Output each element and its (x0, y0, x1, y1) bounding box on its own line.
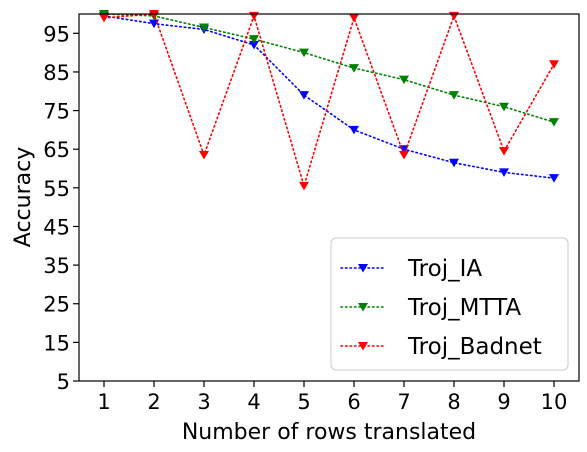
x-tick-label: 8 (447, 390, 460, 414)
legend: Troj_IA Troj_MTTA Troj_Badnet (330, 237, 569, 371)
data-point (299, 91, 309, 100)
y-tick-label: 45 (43, 215, 70, 239)
data-point (249, 40, 259, 50)
legend-marker (358, 303, 368, 312)
x-axis-title: Number of rows translated (182, 420, 476, 445)
series-troj-ia (99, 11, 559, 183)
data-point (499, 147, 509, 156)
data-point (399, 151, 409, 160)
series-line (103, 13, 555, 123)
y-tick-label: 65 (43, 138, 70, 162)
series-layer (99, 10, 559, 191)
data-point (499, 102, 509, 112)
legend-marker (358, 342, 368, 351)
y-tick-label: 85 (43, 61, 70, 85)
y-tick-label: 15 (43, 331, 70, 355)
x-tick-label: 7 (397, 390, 410, 414)
data-point (249, 11, 259, 21)
y-axis-title: Accuracy (11, 147, 36, 247)
legend-label: Troj_Badnet (407, 334, 542, 360)
legend-marker (358, 264, 368, 273)
x-tick-label: 10 (541, 390, 568, 414)
plot-frame (78, 13, 580, 382)
data-point (549, 174, 559, 183)
legend-entry: Troj_MTTA (340, 295, 521, 321)
series-line (103, 13, 555, 189)
series-troj-badnet (99, 10, 559, 191)
data-point (349, 64, 359, 73)
data-point (449, 91, 459, 100)
legend-box (330, 237, 569, 371)
x-tick-label: 1 (97, 390, 110, 414)
data-point (549, 60, 559, 69)
data-point (199, 23, 209, 33)
y-tick-label: 25 (43, 293, 70, 317)
x-tick-label: 3 (197, 390, 210, 414)
data-point (349, 13, 359, 23)
y-tick-label: 55 (43, 177, 70, 201)
data-point (449, 158, 459, 168)
legend-entry: Troj_Badnet (340, 334, 542, 360)
data-point (299, 181, 309, 191)
series-line (103, 15, 555, 179)
legend-entry: Troj_IA (340, 256, 482, 282)
legend-label: Troj_IA (407, 256, 482, 282)
data-point (399, 75, 409, 85)
y-tick-label: 75 (43, 100, 70, 124)
legend-label: Troj_MTTA (407, 295, 521, 321)
x-tick-label: 2 (147, 390, 160, 414)
data-point (449, 11, 459, 21)
y-tick-label: 5 (57, 370, 70, 394)
data-point (249, 35, 259, 44)
series-troj-mtta (99, 10, 559, 127)
data-point (549, 118, 559, 127)
x-tick-label: 6 (347, 390, 360, 414)
y-axis: 5 15 25 35 45 55 65 75 85 95 (43, 22, 79, 394)
y-tick-label: 95 (43, 22, 70, 46)
x-axis: 1 2 3 4 5 6 7 8 9 10 (97, 381, 567, 414)
x-tick-label: 9 (497, 390, 510, 414)
data-point (99, 13, 109, 23)
data-point (299, 48, 309, 58)
y-tick-label: 35 (43, 254, 70, 278)
data-point (499, 168, 509, 177)
x-tick-label: 5 (297, 390, 310, 414)
data-point (349, 125, 359, 135)
data-point (199, 151, 209, 160)
x-tick-label: 4 (247, 390, 260, 414)
